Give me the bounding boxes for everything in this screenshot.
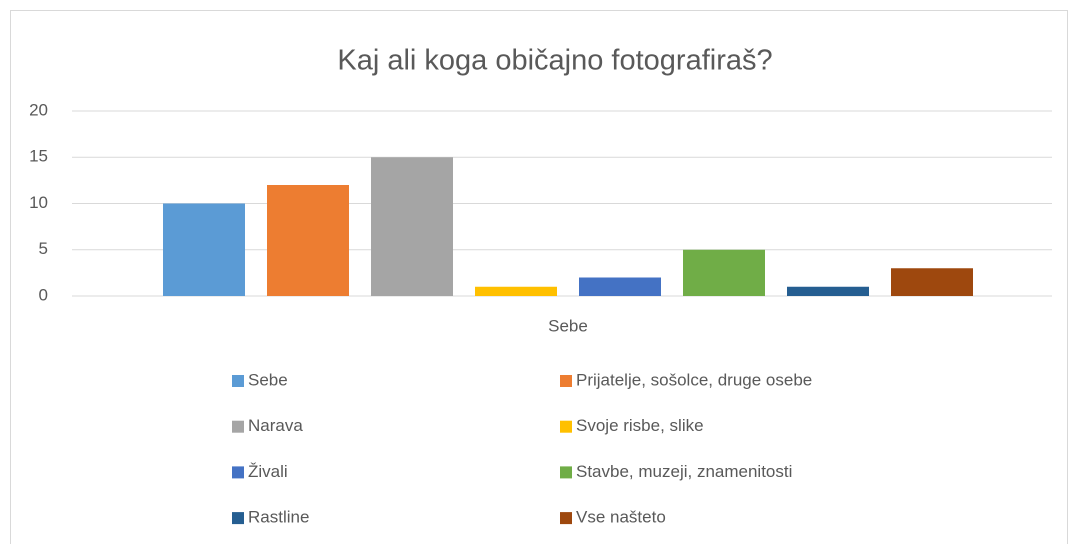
legend-label: Vse našteto	[576, 508, 666, 527]
chart-title: Kaj ali koga običajno fotografiraš?	[337, 45, 772, 77]
legend-swatch	[232, 466, 244, 479]
bar	[787, 286, 869, 296]
bar	[579, 277, 661, 296]
legend-label: Sebe	[248, 370, 288, 389]
bar	[475, 286, 557, 296]
legend-label: Rastline	[248, 508, 309, 527]
y-tick-label: 10	[29, 193, 48, 212]
x-tick-label: Sebe	[548, 316, 588, 335]
y-tick-label: 15	[29, 147, 48, 166]
legend-swatch	[232, 420, 244, 433]
legend-label: Stavbe, muzeji, znamenitosti	[576, 462, 792, 481]
y-tick-label: 0	[39, 285, 48, 304]
legend-label: Narava	[248, 416, 303, 435]
bar	[371, 157, 453, 296]
legend-swatch	[232, 375, 244, 387]
legend-label: Prijatelje, sošolce, druge osebe	[576, 370, 812, 389]
bar	[163, 203, 245, 296]
bar	[267, 185, 349, 296]
legend-label: Živali	[248, 462, 288, 481]
legend-label: Svoje risbe, slike	[576, 416, 704, 435]
legend-swatch	[560, 466, 572, 479]
y-tick-label: 5	[39, 239, 48, 258]
bar	[891, 268, 973, 296]
y-tick-label: 20	[29, 100, 48, 119]
legend-swatch	[560, 375, 572, 387]
legend-swatch	[560, 420, 572, 433]
legend-swatch	[560, 512, 572, 525]
legend-swatch	[232, 512, 244, 525]
bar	[683, 249, 765, 296]
